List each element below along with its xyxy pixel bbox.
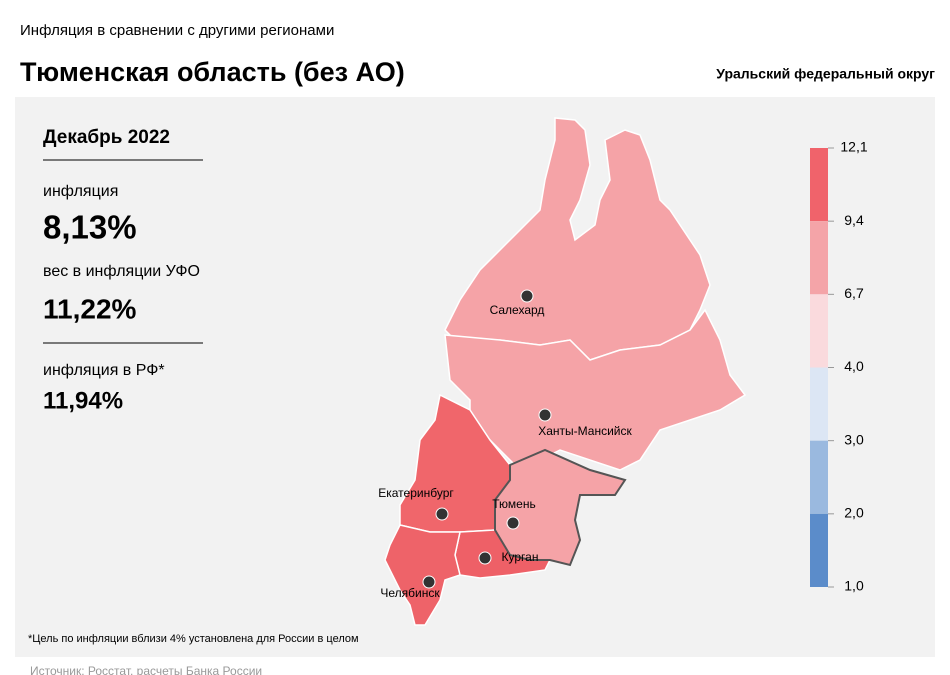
city-dot — [506, 516, 520, 530]
city-label: Ханты-Мансийск — [538, 424, 632, 438]
legend-tick-label: 4,0 — [844, 358, 864, 374]
item-label: инфляция — [43, 183, 118, 200]
region-shape — [494, 448, 627, 567]
item-value: 8,13% — [43, 209, 137, 246]
city-label: Челябинск — [380, 586, 440, 600]
source: Источник: Росстат, расчеты Банка России — [30, 664, 262, 675]
legend-tick-label: 6,7 — [844, 285, 864, 301]
city-dot — [435, 507, 449, 521]
legend-tick-label: 12,1 — [840, 139, 867, 155]
region-shape — [384, 524, 461, 626]
legend-tick-label: 9,4 — [844, 212, 864, 228]
city-label: Екатеринбург — [378, 486, 454, 500]
legend-tick-label: 3,0 — [844, 431, 864, 447]
item-value: 11,22% — [43, 293, 137, 324]
legend-band — [810, 221, 828, 295]
legend: 12,1 9,4 6,7 4,0 3,0 2,0 1,0 — [810, 139, 868, 594]
title: Тюменская область (без АО) — [20, 57, 405, 87]
legend-tick-label: 2,0 — [844, 505, 864, 521]
period: Декабрь 2022 — [43, 127, 170, 148]
legend-band — [810, 367, 828, 441]
city-label: Тюмень — [492, 497, 535, 511]
city-dot — [422, 575, 436, 589]
footnote: *Цель по инфляции вблизи 4% установлена … — [28, 633, 359, 645]
region: Уральский федеральный округ — [716, 66, 935, 82]
cities: Салехард Ханты-Мансийск Екатеринбург Тюм… — [378, 289, 633, 600]
city-label: Курган — [502, 550, 539, 564]
legend-band — [810, 440, 828, 514]
legend-band — [810, 513, 828, 587]
item-label: вес в инфляции УФО — [43, 263, 200, 280]
subtitle: Инфляция в сравнении с другими регионами — [20, 22, 334, 39]
city-dot — [478, 551, 492, 565]
map — [384, 117, 747, 626]
city-dot — [520, 289, 534, 303]
legend-band — [810, 148, 828, 222]
city-label: Салехард — [490, 303, 545, 317]
item-label: инфляция в РФ* — [43, 362, 165, 379]
city-dot — [538, 408, 552, 422]
item-value: 11,94% — [43, 387, 123, 414]
legend-tick-label: 1,0 — [844, 578, 864, 594]
legend-band — [810, 294, 828, 368]
